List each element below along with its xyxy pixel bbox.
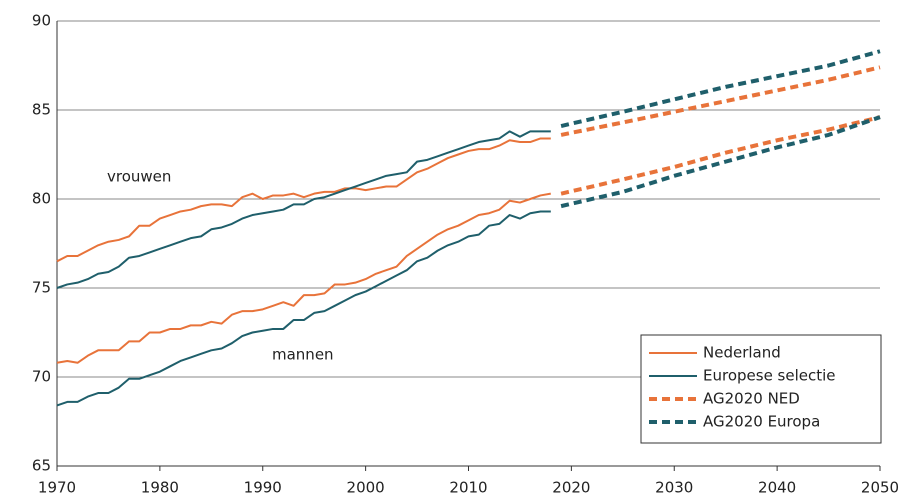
y-tick-label: 90 xyxy=(32,12,51,30)
legend-label: AG2020 Europa xyxy=(703,413,820,431)
legend-label: AG2020 NED xyxy=(703,390,800,408)
y-tick-label: 70 xyxy=(32,368,51,386)
series-line xyxy=(56,130,551,289)
series-line xyxy=(560,115,881,196)
series-line xyxy=(560,65,881,137)
x-tick-label: 2030 xyxy=(655,479,693,497)
x-tick-label: 1990 xyxy=(244,479,282,497)
x-tick-label: 1980 xyxy=(141,479,179,497)
y-tick-label: 85 xyxy=(32,101,51,119)
legend-label: Nederland xyxy=(703,344,781,362)
y-tick-label: 65 xyxy=(32,457,51,475)
series-line xyxy=(560,49,881,128)
annotation: mannen xyxy=(272,346,334,364)
series-line xyxy=(56,210,551,407)
x-tick-label: 2020 xyxy=(552,479,590,497)
y-tick-label: 80 xyxy=(32,190,51,208)
annotation: vrouwen xyxy=(107,168,171,186)
x-tick-label: 1970 xyxy=(38,479,76,497)
x-tick-label: 2000 xyxy=(347,479,385,497)
series-line xyxy=(56,192,551,364)
x-tick-label: 2010 xyxy=(449,479,487,497)
x-tick-label: 2040 xyxy=(758,479,796,497)
series-line xyxy=(56,137,551,263)
legend-label: Europese selectie xyxy=(703,367,836,385)
series-line xyxy=(560,115,881,209)
y-tick-label: 75 xyxy=(32,279,51,297)
x-tick-label: 2050 xyxy=(861,479,899,497)
